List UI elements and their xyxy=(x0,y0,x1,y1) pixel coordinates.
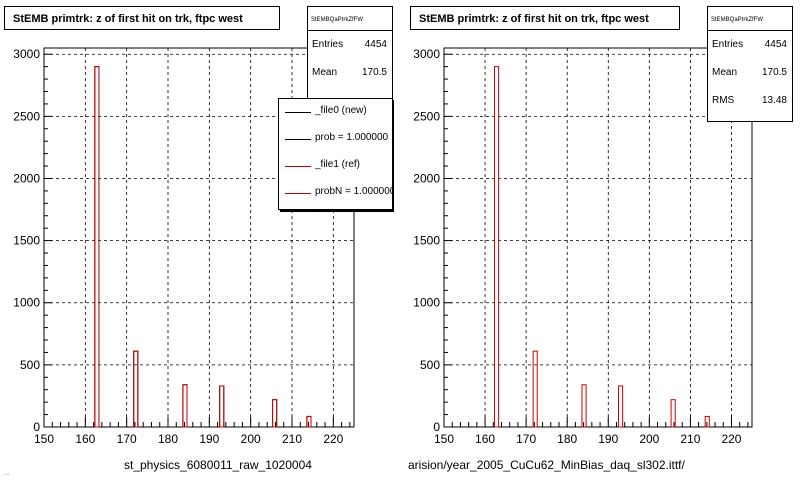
legend-item: _file1 (ref) xyxy=(279,153,392,180)
x-tick-label: 200 xyxy=(639,432,659,446)
legend-label: probN = 1.000000 xyxy=(315,186,392,197)
y-tick-label: 2500 xyxy=(13,109,40,123)
right-x-label: arision/year_2005_CuCu62_MinBias_daq_sl3… xyxy=(408,458,685,472)
legend-line xyxy=(285,166,311,167)
left-stats-entries: Entries 4454 xyxy=(308,31,392,59)
y-tick-label: 1000 xyxy=(13,296,40,310)
left-stats-name: StEMBQaPtrkZfFW xyxy=(308,7,392,31)
legend-label: _file0 (new) xyxy=(315,105,367,116)
legend-line xyxy=(285,193,311,194)
y-tick-label: 1500 xyxy=(413,234,440,248)
x-tick-label: 150 xyxy=(34,432,54,446)
x-tick-label: 190 xyxy=(598,432,618,446)
stats-key: RMS xyxy=(712,95,735,106)
y-tick-label: 1500 xyxy=(13,234,40,248)
stats-value: 4454 xyxy=(764,39,787,50)
left-pad: 0 500 1000 1500 2000 2500 3000 150 160 170 180 190 2… xyxy=(4,6,393,477)
right-stats-mean: Mean 170.5 xyxy=(708,59,792,87)
left-x-label: st_physics_6080011_raw_1020004 xyxy=(124,458,312,472)
y-tick-label: 3000 xyxy=(13,47,40,61)
left-stats-box: StEMBQaPtrkZfFW Entries 4454 Mean 170.5 xyxy=(307,6,393,102)
histogram-bar xyxy=(219,385,225,428)
legend-line xyxy=(285,112,311,113)
stats-key: Mean xyxy=(312,67,338,78)
x-tick-label: 180 xyxy=(158,432,178,446)
x-tick-label: 170 xyxy=(117,432,137,446)
legend-label: prob = 1.000000 xyxy=(315,132,389,143)
histogram-bar xyxy=(133,350,139,428)
x-tick-label: 190 xyxy=(199,432,219,446)
x-tick-label: 210 xyxy=(282,432,302,446)
x-tick-label: 160 xyxy=(75,432,95,446)
legend: _file0 (new) prob = 1.000000 _file1 (ref… xyxy=(278,98,392,210)
y-tick-label: 2000 xyxy=(413,171,440,185)
legend-item: _file0 (new) xyxy=(279,99,392,126)
histogram-bar xyxy=(272,399,278,428)
histogram-bar xyxy=(494,66,500,428)
x-tick-label: 150 xyxy=(434,432,454,446)
y-tick-label: 2000 xyxy=(13,171,40,185)
y-tick-label: 0 xyxy=(433,420,440,434)
right-stats-rms: RMS 13.48 xyxy=(708,87,792,115)
x-tick-label: 210 xyxy=(680,432,700,446)
left-stats-mean: Mean 170.5 xyxy=(308,59,392,87)
legend-item: prob = 1.000000 xyxy=(279,126,392,153)
stats-key: Mean xyxy=(712,67,738,78)
legend-label: _file1 (ref) xyxy=(315,159,361,170)
histogram-bar xyxy=(219,385,225,428)
histogram-bar xyxy=(272,399,278,428)
legend-line xyxy=(285,139,311,140)
x-tick-label: 160 xyxy=(475,432,495,446)
y-tick-label: 2500 xyxy=(413,109,440,123)
histogram-bar xyxy=(581,384,587,428)
x-tick-label: 220 xyxy=(323,432,343,446)
stats-value: 170.5 xyxy=(361,67,387,78)
histogram-bar xyxy=(618,385,624,428)
histogram-bar xyxy=(133,350,139,428)
y-tick-label: 500 xyxy=(420,358,440,372)
y-tick-label: 500 xyxy=(20,358,40,372)
histogram-bar xyxy=(94,66,100,428)
stats-key: Entries xyxy=(712,39,744,50)
stats-value: 170.5 xyxy=(761,67,787,78)
right-stats-name: StEMBQaPtrkZfFW xyxy=(708,7,792,31)
x-tick-label: 200 xyxy=(241,432,261,446)
histogram-bar xyxy=(94,66,100,428)
histogram-bar xyxy=(306,415,312,428)
plot-frame xyxy=(43,47,355,428)
right-stats-box: StEMBQaPtrkZfFW Entries 4454 Mean 170.5 … xyxy=(707,6,793,122)
stats-key: Entries xyxy=(312,39,344,50)
x-tick-label: 170 xyxy=(516,432,536,446)
left-title: StEMB primtrk: z of first hit on trk, ft… xyxy=(4,6,280,30)
y-tick-label: 1000 xyxy=(413,296,440,310)
histogram-bar xyxy=(704,415,710,428)
x-tick-label: 180 xyxy=(557,432,577,446)
histogram-bar xyxy=(532,350,538,428)
plot-frame xyxy=(443,47,753,428)
right-title: StEMB primtrk: z of first hit on trk, ft… xyxy=(410,6,680,30)
stats-value: 4454 xyxy=(364,39,387,50)
footer-text: ... xyxy=(4,470,10,477)
right-pad: 0 500 1000 1500 2000 2500 3000 150 160 170 180 190 2… xyxy=(400,0,800,480)
histogram-bar xyxy=(182,384,188,428)
legend-item: probN = 1.000000 xyxy=(279,180,392,207)
y-tick-label: 0 xyxy=(33,420,40,434)
y-tick-label: 3000 xyxy=(413,47,440,61)
left-histogram: 0 500 1000 1500 2000 2500 3000 150 160 170 180 190 2… xyxy=(13,47,355,446)
stats-value: 13.48 xyxy=(761,95,787,106)
histogram-bar xyxy=(182,384,188,428)
histogram-bar xyxy=(670,399,676,428)
right-stats-entries: Entries 4454 xyxy=(708,31,792,59)
right-histogram: 0 500 1000 1500 2000 2500 3000 150 160 170 180 190 2… xyxy=(413,47,753,446)
x-tick-label: 220 xyxy=(721,432,741,446)
